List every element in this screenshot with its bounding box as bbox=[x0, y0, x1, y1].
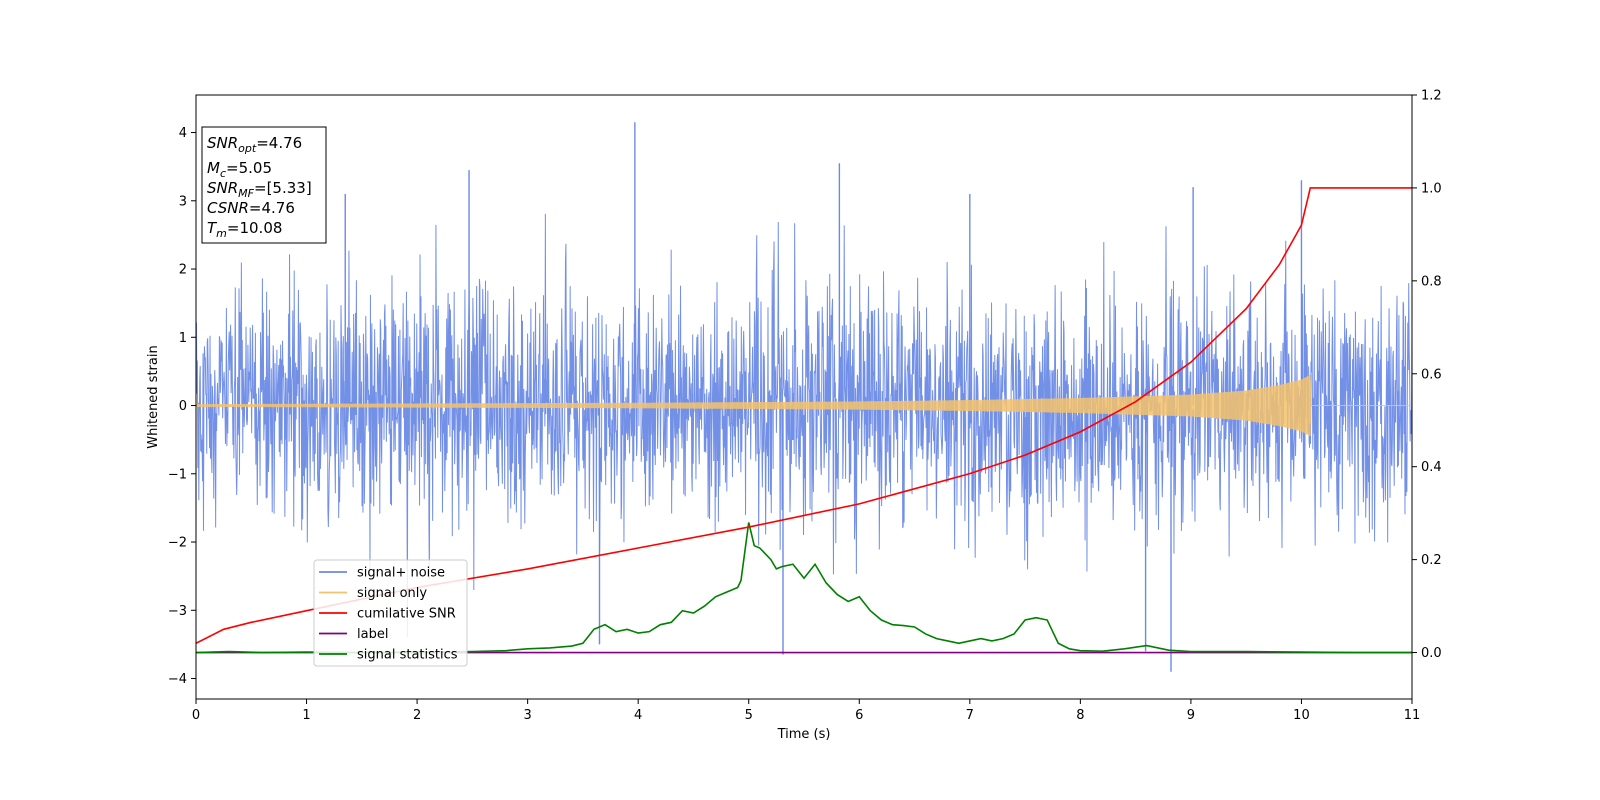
x-tick-label: 3 bbox=[523, 708, 531, 723]
x-tick-label: 11 bbox=[1404, 708, 1421, 723]
y-axis-label: Whitened strain bbox=[146, 345, 161, 448]
plot-frame bbox=[195, 94, 1413, 700]
x-tick-label: 8 bbox=[1076, 708, 1084, 723]
y-left-tick-label: 1 bbox=[179, 331, 187, 346]
y-left-tick-label: 4 bbox=[179, 126, 187, 141]
y-right-tick-label: 0.0 bbox=[1421, 646, 1442, 661]
info-line: CSNR=4.76 bbox=[207, 199, 295, 217]
x-tick-label: 10 bbox=[1293, 708, 1310, 723]
y-left-tick-label: 0 bbox=[179, 399, 187, 414]
legend-entry: signal statistics bbox=[357, 648, 458, 663]
y-right-tick-label: 0.4 bbox=[1421, 460, 1442, 475]
x-tick-label: 6 bbox=[855, 708, 863, 723]
info-line: SNRopt=4.76 bbox=[207, 134, 302, 155]
x-tick-label: 0 bbox=[192, 708, 200, 723]
info-line: Mc=5.05 bbox=[207, 159, 272, 180]
legend: signal+ noise signal only cumilative SNR la… bbox=[313, 559, 468, 667]
x-axis-label: Time (s) bbox=[777, 727, 831, 742]
x-tick-label: 2 bbox=[413, 708, 421, 723]
x-tick-label: 5 bbox=[745, 708, 753, 723]
legend-entry: cumilative SNR bbox=[357, 607, 456, 622]
x-tick-label: 9 bbox=[1187, 708, 1195, 723]
series-signal-statistics bbox=[196, 522, 1412, 654]
series-signal-only bbox=[196, 375, 1412, 437]
y-left-tick-label: 2 bbox=[179, 263, 187, 278]
y-right-tick-label: 0.6 bbox=[1421, 367, 1442, 382]
y-left-tick-label: 3 bbox=[179, 194, 187, 209]
series-signal-noise bbox=[196, 213, 1412, 638]
legend-frame bbox=[313, 559, 468, 667]
y-right-tick-label: 0.8 bbox=[1421, 274, 1442, 289]
info-box-frame bbox=[201, 126, 327, 244]
x-tick-label: 4 bbox=[634, 708, 642, 723]
y-left-tick-label: −4 bbox=[168, 672, 187, 687]
x-tick-label: 7 bbox=[966, 708, 974, 723]
x-tick-label: 1 bbox=[302, 708, 310, 723]
legend-entry: signal+ noise bbox=[357, 566, 445, 581]
axes: 0 1 2 3 4 5 6 7 8 9 10 11 −4 −3 −2 −1 0 1 2 3 4 0.0 0.2 0.4 0.6 0… bbox=[168, 89, 1442, 724]
info-line: SNRMF=[5.33] bbox=[207, 179, 312, 200]
y-right-tick-label: 0.2 bbox=[1421, 553, 1442, 568]
y-left-tick-label: −3 bbox=[168, 604, 187, 619]
info-line: Tm=10.08 bbox=[207, 219, 282, 240]
y-left-tick-label: −1 bbox=[168, 467, 187, 482]
legend-entry: signal only bbox=[357, 586, 427, 601]
legend-entry: label bbox=[357, 627, 388, 642]
y-left-tick-label: −2 bbox=[168, 536, 187, 551]
y-right-tick-label: 1.0 bbox=[1421, 181, 1442, 196]
y-right-tick-label: 1.2 bbox=[1421, 89, 1442, 104]
